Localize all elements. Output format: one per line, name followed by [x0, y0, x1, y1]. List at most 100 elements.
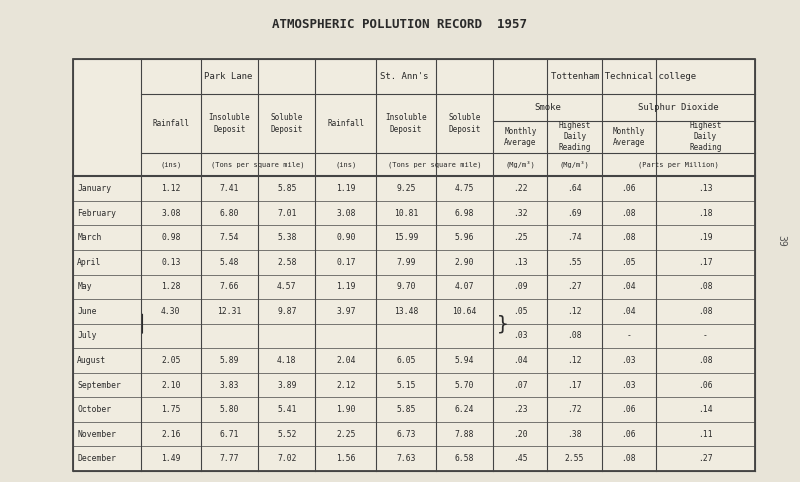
- Text: September: September: [77, 381, 121, 389]
- Text: 5.52: 5.52: [277, 429, 297, 439]
- Text: (ins): (ins): [335, 161, 357, 168]
- Text: Tottenham Technical college: Tottenham Technical college: [551, 72, 697, 81]
- Text: 1.19: 1.19: [336, 184, 355, 193]
- Text: .74: .74: [567, 233, 582, 242]
- Text: January: January: [77, 184, 111, 193]
- Text: 7.54: 7.54: [220, 233, 239, 242]
- Text: .06: .06: [698, 381, 713, 389]
- Text: 6.71: 6.71: [220, 429, 239, 439]
- Text: .13: .13: [513, 258, 528, 267]
- Text: .08: .08: [622, 233, 636, 242]
- Text: May: May: [77, 282, 92, 291]
- Text: .72: .72: [567, 405, 582, 414]
- Text: 7.63: 7.63: [396, 454, 416, 463]
- Text: .08: .08: [567, 332, 582, 340]
- Text: 5.41: 5.41: [277, 405, 297, 414]
- Text: 6.98: 6.98: [455, 209, 474, 218]
- Text: .12: .12: [567, 356, 582, 365]
- Text: 6.24: 6.24: [455, 405, 474, 414]
- Text: Highest
Daily
Reading: Highest Daily Reading: [558, 121, 590, 152]
- Text: February: February: [77, 209, 116, 218]
- Text: -: -: [626, 332, 631, 340]
- Text: 2.10: 2.10: [161, 381, 181, 389]
- Text: 4.07: 4.07: [455, 282, 474, 291]
- Text: 7.02: 7.02: [277, 454, 297, 463]
- Text: 7.99: 7.99: [396, 258, 416, 267]
- Text: .06: .06: [622, 405, 636, 414]
- Text: Highest
Daily
Reading: Highest Daily Reading: [689, 121, 722, 152]
- Text: 7.01: 7.01: [277, 209, 297, 218]
- Text: .03: .03: [513, 332, 528, 340]
- Text: 5.89: 5.89: [220, 356, 239, 365]
- Text: .64: .64: [567, 184, 582, 193]
- Text: .09: .09: [513, 282, 528, 291]
- Text: .20: .20: [513, 429, 528, 439]
- Text: .18: .18: [698, 209, 713, 218]
- Text: .06: .06: [622, 429, 636, 439]
- Text: Monthly
Average: Monthly Average: [504, 127, 537, 147]
- Text: April: April: [77, 258, 102, 267]
- Text: 5.94: 5.94: [455, 356, 474, 365]
- Text: 6.05: 6.05: [396, 356, 416, 365]
- Text: 2.12: 2.12: [336, 381, 355, 389]
- Text: 2.55: 2.55: [565, 454, 584, 463]
- Bar: [73, 59, 754, 471]
- Text: 10.81: 10.81: [394, 209, 418, 218]
- Text: Insoluble
Deposit: Insoluble Deposit: [385, 113, 426, 134]
- Text: 9.87: 9.87: [277, 307, 297, 316]
- Text: 1.56: 1.56: [336, 454, 355, 463]
- Text: 3.83: 3.83: [220, 381, 239, 389]
- Text: 5.70: 5.70: [455, 381, 474, 389]
- Text: Rainfall: Rainfall: [327, 119, 364, 128]
- Text: 7.66: 7.66: [220, 282, 239, 291]
- Text: .03: .03: [622, 381, 636, 389]
- Text: March: March: [77, 233, 102, 242]
- Text: 4.75: 4.75: [455, 184, 474, 193]
- Text: .04: .04: [513, 356, 528, 365]
- Text: 2.90: 2.90: [455, 258, 474, 267]
- Text: August: August: [77, 356, 106, 365]
- Text: 0.17: 0.17: [336, 258, 355, 267]
- Text: .38: .38: [567, 429, 582, 439]
- Text: 5.15: 5.15: [396, 381, 416, 389]
- Text: .08: .08: [698, 282, 713, 291]
- Text: .04: .04: [622, 307, 636, 316]
- Text: 1.49: 1.49: [161, 454, 181, 463]
- Text: .13: .13: [698, 184, 713, 193]
- Text: .32: .32: [513, 209, 528, 218]
- Text: .06: .06: [622, 184, 636, 193]
- Text: December: December: [77, 454, 116, 463]
- Text: Insoluble
Deposit: Insoluble Deposit: [209, 113, 250, 134]
- Text: 0.13: 0.13: [161, 258, 181, 267]
- Text: .25: .25: [513, 233, 528, 242]
- Text: ATMOSPHERIC POLLUTION RECORD  1957: ATMOSPHERIC POLLUTION RECORD 1957: [273, 18, 527, 31]
- Text: 4.18: 4.18: [277, 356, 297, 365]
- Text: 15.99: 15.99: [394, 233, 418, 242]
- Text: 6.73: 6.73: [396, 429, 416, 439]
- Text: 5.85: 5.85: [277, 184, 297, 193]
- Text: 5.80: 5.80: [220, 405, 239, 414]
- Text: 5.48: 5.48: [220, 258, 239, 267]
- Text: 0.90: 0.90: [336, 233, 355, 242]
- Text: 3.08: 3.08: [336, 209, 355, 218]
- Text: 1.19: 1.19: [336, 282, 355, 291]
- Text: 1.12: 1.12: [161, 184, 181, 193]
- Text: .17: .17: [567, 381, 582, 389]
- Text: 0.98: 0.98: [161, 233, 181, 242]
- Text: .05: .05: [513, 307, 528, 316]
- Text: .17: .17: [698, 258, 713, 267]
- Text: 1.90: 1.90: [336, 405, 355, 414]
- Text: 1.75: 1.75: [161, 405, 181, 414]
- Text: Soluble
Deposit: Soluble Deposit: [270, 113, 303, 134]
- Text: Sulphur Dioxide: Sulphur Dioxide: [638, 103, 718, 112]
- Text: (Mg/m³): (Mg/m³): [560, 161, 590, 168]
- Text: .05: .05: [622, 258, 636, 267]
- Text: November: November: [77, 429, 116, 439]
- Text: -: -: [703, 332, 708, 340]
- Text: (ins): (ins): [160, 161, 182, 168]
- Text: 2.04: 2.04: [336, 356, 355, 365]
- Text: .19: .19: [698, 233, 713, 242]
- Text: Park Lane: Park Lane: [204, 72, 252, 81]
- Text: 4.57: 4.57: [277, 282, 297, 291]
- Text: .23: .23: [513, 405, 528, 414]
